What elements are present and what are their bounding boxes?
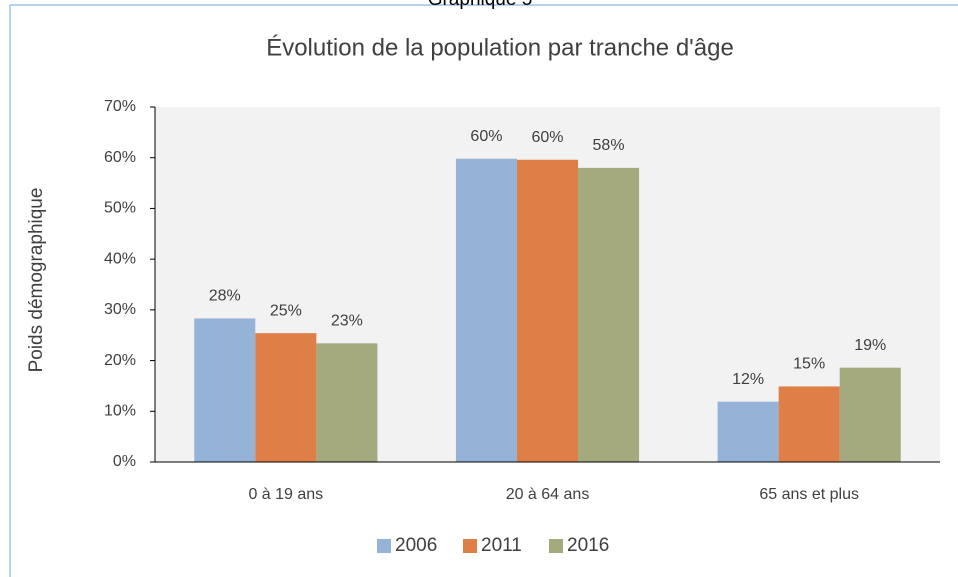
bar [839, 367, 901, 462]
data-label: 23% [331, 313, 363, 330]
bar [516, 159, 579, 462]
y-tick-label: 20% [104, 352, 136, 369]
data-label: 12% [732, 371, 764, 388]
data-label: 15% [793, 356, 825, 373]
x-tick-label: 0 à 19 ans [248, 486, 323, 503]
x-tick-label: 20 à 64 ans [506, 486, 590, 503]
bar [578, 167, 640, 462]
legend-swatch [377, 539, 391, 553]
y-tick-label: 30% [104, 301, 136, 318]
y-tick-label: 0% [113, 453, 136, 470]
bar [717, 401, 779, 462]
y-tick-label: 70% [104, 98, 136, 115]
legend-label: 2006 [395, 535, 437, 556]
legend-label: 2016 [567, 535, 609, 556]
y-tick-label: 40% [104, 250, 136, 267]
data-label: 60% [531, 129, 563, 146]
bar [455, 158, 517, 462]
legend-swatch [549, 539, 563, 553]
supertitle: Graphique 5 [428, 0, 533, 10]
data-label: 28% [209, 288, 241, 305]
data-label: 25% [270, 302, 302, 319]
bar [316, 343, 378, 462]
x-tick-label: 65 ans et plus [759, 486, 859, 503]
data-label: 58% [593, 137, 625, 154]
data-label: 60% [470, 128, 502, 145]
bar [255, 333, 317, 462]
bar [778, 386, 840, 462]
chart-title: Évolution de la population par tranche d… [266, 34, 734, 61]
y-tick-label: 60% [104, 149, 136, 166]
legend-swatch [463, 539, 477, 553]
legend-label: 2011 [481, 535, 522, 556]
y-axis-label: Poids démographique [26, 188, 47, 373]
bar [194, 318, 256, 462]
y-tick-label: 50% [104, 200, 136, 217]
y-tick-label: 10% [104, 403, 136, 420]
data-label: 19% [854, 337, 886, 354]
